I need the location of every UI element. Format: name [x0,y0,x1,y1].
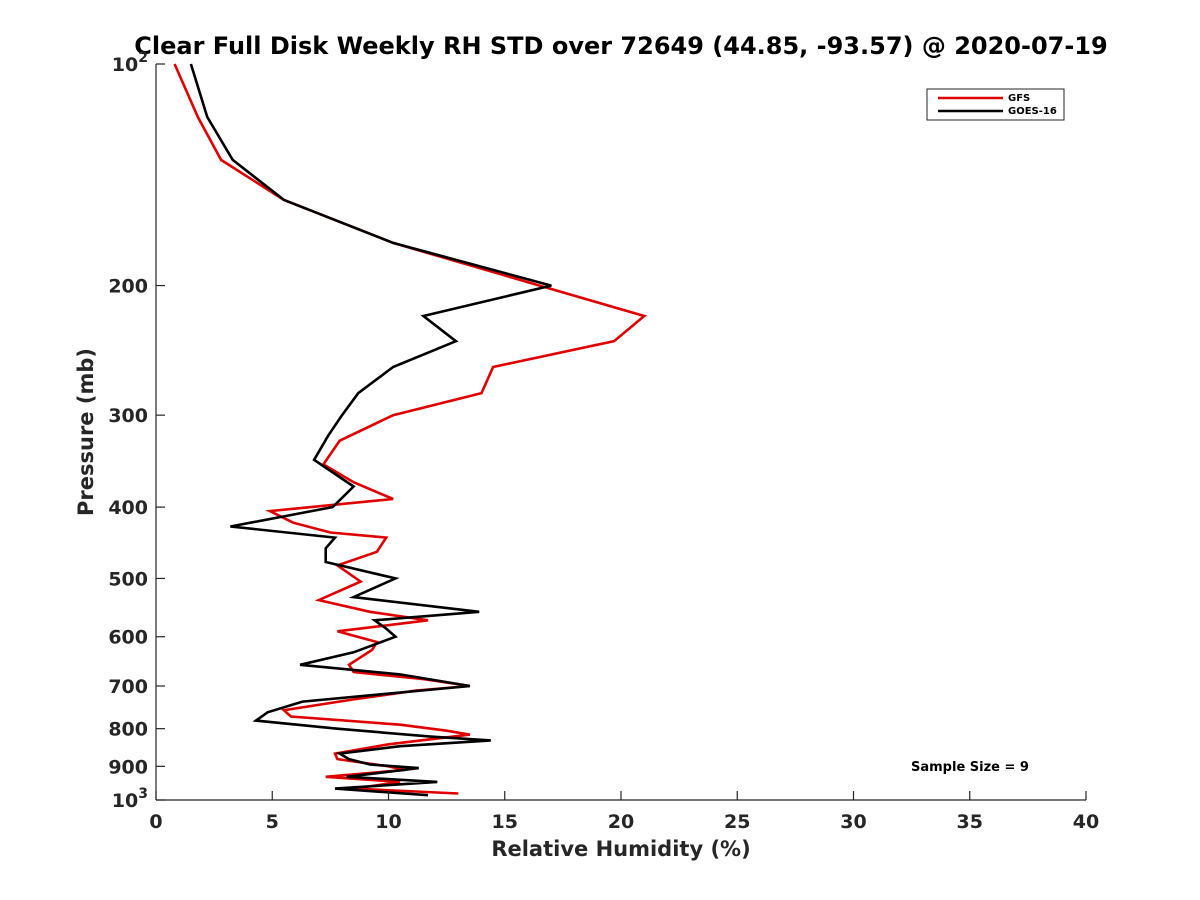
x-tick-label: 15 [492,811,518,833]
y-tick-label: 800 [108,719,148,741]
x-tick-label: 35 [957,811,983,833]
y-tick-label: 500 [108,568,148,590]
x-tick-label: 20 [608,811,634,833]
x-tick-label: 5 [266,811,279,833]
x-tick-label: 30 [840,811,866,833]
y-tick-label: 102 [112,50,148,76]
legend-label-gfs: GFS [1008,93,1030,104]
y-tick-label: 103 [112,786,148,812]
legend-label-goes16: GOES-16 [1008,106,1057,117]
y-tick-label: 900 [108,756,148,778]
x-tick-label: 40 [1073,811,1099,833]
x-axis-label: Relative Humidity (%) [491,837,750,861]
legend: GFS GOES-16 [926,88,1065,121]
x-tick-label: 10 [375,811,401,833]
x-axis: 0 5 10 15 20 25 30 35 40 [149,791,1099,833]
y-tick-label: 300 [108,405,148,427]
x-tick-label: 0 [149,811,162,833]
y-axis-label: Pressure (mb) [74,348,98,516]
plot-area [155,63,1086,801]
y-tick-label: 200 [108,276,148,298]
series-layer [173,63,648,797]
chart-title: Clear Full Disk Weekly RH STD over 72649… [134,32,1107,60]
axes-frame [155,64,1086,801]
y-tick-label: 400 [108,497,148,519]
y-tick-label: 600 [108,627,148,649]
legend-box [926,88,1065,121]
series-line-goes16 [189,63,552,797]
x-tick-label: 25 [724,811,750,833]
sample-size-annotation: Sample Size = 9 [911,760,1029,775]
y-tick-label: 700 [108,676,148,698]
series-line-gfs [173,63,648,795]
